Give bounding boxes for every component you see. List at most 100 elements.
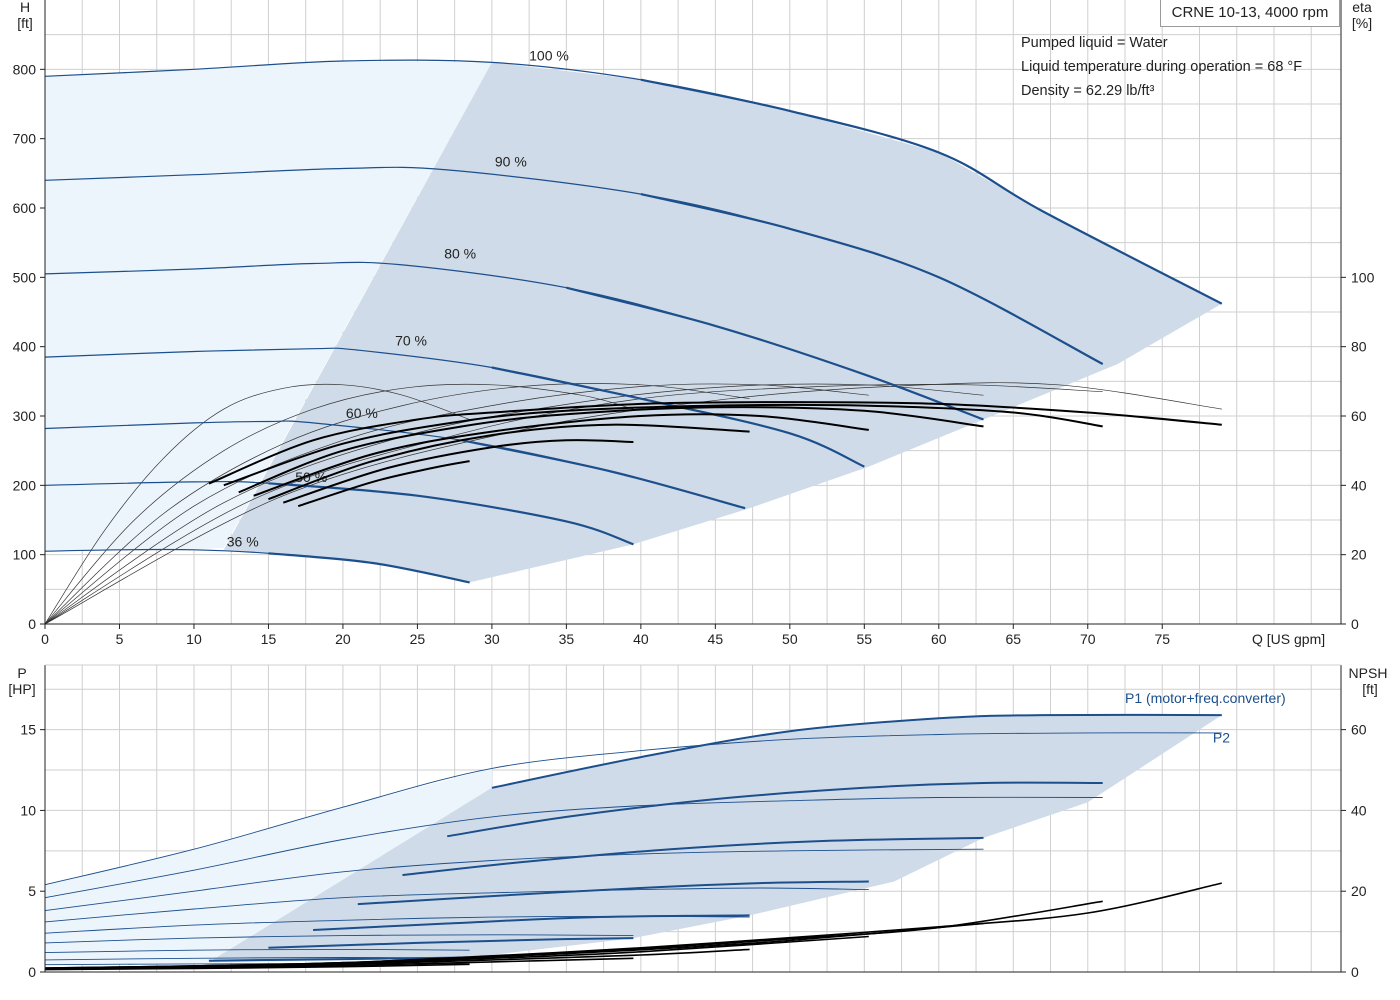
y-axis-label-right: NPSH (1349, 665, 1388, 681)
p1-curve-1 (491, 713, 1222, 789)
efficiency-curve-3 (238, 406, 984, 494)
head-curves: 100 % 90 % 80 % 70 % 60 % 50 % 36 % (44, 47, 1223, 584)
pump-model-label: CRNE 10-13, 4000 rpm (1160, 0, 1340, 27)
p2-curve-4 (44, 887, 869, 923)
y-tick-label-left: 300 (13, 408, 37, 424)
head-curve-label-7: 36 % (227, 533, 259, 549)
efficiency-curves (208, 401, 1222, 508)
p1-curve-6 (268, 937, 634, 949)
light-region (45, 61, 492, 552)
y-tick-label-right: 80 (1351, 339, 1367, 355)
y-tick-label-left: 0 (28, 964, 36, 980)
y-axis-unit-left: [HP] (8, 681, 35, 697)
y-axis-unit-right: [ft] (1362, 681, 1378, 697)
y-tick-label-left: 100 (13, 547, 37, 563)
y-tick-label-right: 40 (1351, 802, 1367, 818)
head-curve-label-5: 60 % (346, 405, 378, 421)
thin-curve-6 (44, 383, 1103, 625)
power-npsh-plot: P1 (motor+freq.converter) P2 0 5 10 15 0 20 40 60… (8, 664, 1388, 980)
y-tick-label-right: 40 (1351, 477, 1367, 493)
x-tick-label: 45 (708, 631, 724, 647)
y-tick-label-left: 600 (13, 200, 37, 216)
y-tick-label-left: 500 (13, 269, 37, 285)
p1-label: P1 (motor+freq.converter) (1125, 690, 1286, 706)
p1-curve-4 (357, 880, 869, 906)
y-axis-label-left: H (20, 0, 30, 15)
x-tick-label: 60 (931, 631, 947, 647)
y-tick-label-right: 20 (1351, 547, 1367, 563)
y-tick-label-left: 200 (13, 477, 37, 493)
efficiency-curve-6 (282, 439, 634, 504)
efficiency-curve-2 (223, 403, 1103, 487)
x-tick-label: 15 (261, 631, 277, 647)
x-tick-label: 10 (186, 631, 202, 647)
thin-curve-2 (44, 383, 634, 625)
head-efficiency-plot: 100 % 90 % 80 % 70 % 60 % 50 % 36 % 0 5 10 15 20 25 3… (13, 0, 1375, 647)
thin-curve-1 (44, 383, 470, 625)
y-tick-label-left: 5 (28, 883, 36, 899)
p1-curve-5 (313, 914, 750, 931)
y-tick-label-left: 700 (13, 131, 37, 147)
x-tick-label: 25 (410, 631, 426, 647)
head-curve-label-4: 70 % (395, 332, 427, 348)
y-tick-label-right: 60 (1351, 722, 1367, 738)
head-curve-label-6: 50 % (295, 469, 327, 485)
p2-label: P2 (1213, 730, 1230, 746)
head-curve-thick-3 (566, 286, 984, 421)
head-curve-thick-2 (640, 193, 1104, 365)
x-tick-label: 40 (633, 631, 649, 647)
head-curve-label-2: 90 % (495, 153, 527, 169)
head-curve-label-3: 80 % (444, 246, 476, 262)
p2-curve-6 (44, 934, 634, 944)
npsh-curve-7 (44, 963, 470, 971)
density-label: Density = 62.29 lb/ft³ (1021, 83, 1155, 99)
head-curve-thick-7 (268, 552, 470, 584)
p1-curve-2 (447, 781, 1103, 838)
y-tick-label-right: 100 (1351, 269, 1375, 285)
operating-region (223, 62, 1222, 583)
p2-curve-2 (44, 796, 1103, 899)
y-tick-label-left: 0 (28, 616, 36, 632)
x-tick-label: 35 (559, 631, 575, 647)
efficiency-curve-7 (297, 460, 470, 508)
y-tick-label-right: 60 (1351, 408, 1367, 424)
y-tick-label-right: 0 (1351, 964, 1359, 980)
p2-curve-3 (44, 848, 984, 912)
y-tick-label-left: 400 (13, 339, 37, 355)
x-tick-label: 5 (116, 631, 124, 647)
efficiency-curve-1 (208, 401, 1222, 485)
thin-curve-3 (44, 383, 750, 625)
x-tick-label: 55 (857, 631, 873, 647)
efficiency-curve-4 (253, 413, 869, 497)
y-tick-label-left: 15 (20, 722, 36, 738)
thin-curve-5 (44, 383, 984, 625)
y-tick-label-left: 800 (13, 61, 37, 77)
x-tick-label: 65 (1005, 631, 1021, 647)
p2-curve-7 (44, 948, 470, 954)
head-curve-label-1: 100 % (529, 47, 569, 63)
y-tick-label-left: 10 (20, 802, 36, 818)
y-axis-label-right: eta (1352, 0, 1372, 15)
p2-curves (44, 732, 1222, 966)
npsh-curves (44, 882, 1222, 971)
head-curve-thick-1 (640, 78, 1223, 305)
y-axis-unit-left: [ft] (17, 15, 33, 31)
x-axis-label: Q [US gpm] (1252, 631, 1325, 647)
y-tick-label-right: 0 (1351, 616, 1359, 632)
x-tick-label: 50 (782, 631, 798, 647)
pumped-liquid-label: Pumped liquid = Water (1021, 35, 1168, 51)
operating-region (208, 715, 1222, 963)
x-tick-label: 30 (484, 631, 500, 647)
liquid-temperature-label: Liquid temperature during operation = 68… (1021, 59, 1303, 75)
x-tick-label: 75 (1154, 631, 1170, 647)
x-tick-label: 0 (41, 631, 49, 647)
bottom-axes: 0 5 10 15 0 20 40 60 P[HP] NPSH[ft] (8, 664, 1388, 980)
p1-curve-3 (402, 836, 984, 877)
x-tick-label: 20 (335, 631, 351, 647)
top-axes: 0 5 10 15 20 25 30 35 40 45 50 55 60 65 70 750100200300… (13, 0, 1375, 647)
y-axis-label-left: P (17, 665, 26, 681)
efficiency-curve-5 (268, 423, 750, 501)
thin-curve-4 (44, 383, 869, 625)
x-tick-label: 70 (1080, 631, 1096, 647)
